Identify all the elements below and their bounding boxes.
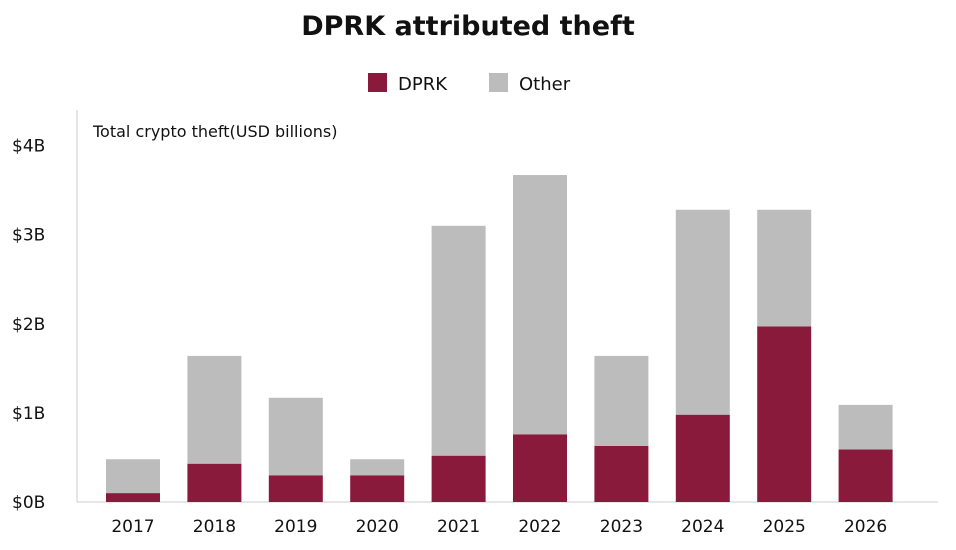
bar-other-2022 (513, 175, 567, 435)
y-tick-label: $3B (12, 226, 45, 246)
y-tick-label: $2B (12, 315, 45, 335)
bar-other-2017 (106, 459, 160, 494)
bar-other-2021 (431, 225, 486, 456)
bar-dprk-2024 (675, 414, 730, 502)
x-tick-label: 2026 (844, 517, 887, 537)
legend-label-dprk: DPRK (398, 74, 448, 95)
y-tick-label: $4B (12, 137, 45, 157)
x-ticks: 2017 2018 2019 2020 2021 2022 2023 2024 2025 2026 (111, 517, 887, 537)
x-tick-label: 2021 (437, 517, 480, 537)
bar-dprk-2026 (838, 449, 893, 502)
chart-title: DPRK attributed theft (301, 11, 635, 42)
bar-other-2020 (350, 459, 405, 476)
legend-swatch-other (489, 73, 508, 92)
bar-dprk-2020 (350, 475, 405, 502)
bar-dprk-2023 (594, 445, 649, 502)
x-tick-label: 2023 (600, 517, 643, 537)
bar-dprk-2019 (268, 475, 323, 502)
bars (106, 175, 893, 502)
x-tick-label: 2018 (193, 517, 236, 537)
y-ticks: $0B $1B $2B $3B $4B (12, 137, 45, 513)
y-axis-label: Total crypto theft(USD billions) (92, 122, 337, 141)
legend-swatch-dprk (368, 73, 387, 92)
bar-dprk-2017 (106, 493, 160, 502)
bar-dprk-2025 (757, 326, 812, 502)
bar-other-2018 (187, 355, 242, 464)
y-tick-label: $0B (12, 493, 45, 513)
x-tick-label: 2020 (356, 517, 399, 537)
y-tick-label: $1B (12, 404, 45, 424)
bar-dprk-2018 (187, 463, 242, 502)
x-tick-label: 2024 (681, 517, 724, 537)
legend-label-other: Other (519, 74, 571, 95)
bar-other-2023 (594, 355, 649, 446)
bar-other-2019 (268, 397, 323, 476)
x-tick-label: 2017 (111, 517, 154, 537)
bar-other-2025 (757, 209, 812, 327)
legend: DPRK Other (368, 73, 571, 95)
bar-dprk-2021 (431, 455, 486, 502)
x-tick-label: 2025 (763, 517, 806, 537)
x-tick-label: 2019 (274, 517, 317, 537)
bar-other-2026 (838, 404, 893, 450)
x-tick-label: 2022 (518, 517, 561, 537)
bar-dprk-2022 (513, 434, 567, 502)
bar-other-2024 (675, 209, 730, 415)
